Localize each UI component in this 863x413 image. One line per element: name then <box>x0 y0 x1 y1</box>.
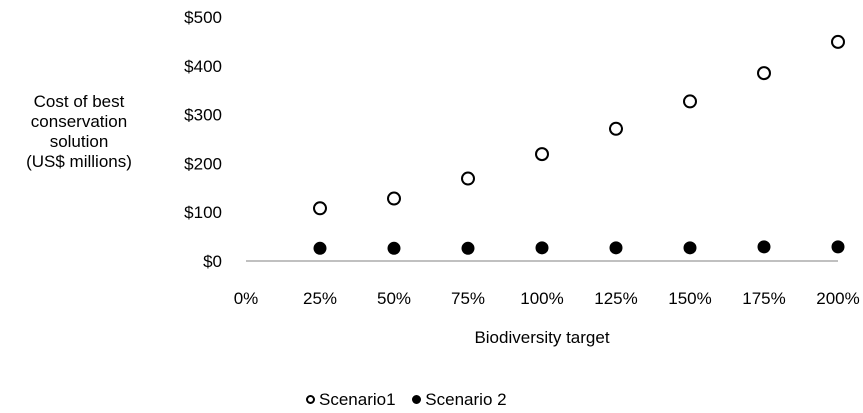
scenario2-point <box>535 241 549 255</box>
data-points <box>313 34 845 255</box>
scenario1-point <box>387 191 401 206</box>
y-axis-label: Cost of best conservation solution (US$ … <box>26 92 132 171</box>
scenario1-point <box>535 147 549 162</box>
open-circle-marker-icon <box>306 395 315 404</box>
scenario2-point <box>609 241 623 255</box>
x-tick-label: 175% <box>742 289 785 308</box>
legend-label: Scenario 2 <box>425 389 507 409</box>
legend-label: Scenario1 <box>319 389 396 409</box>
scenario2-point <box>461 241 475 255</box>
y-tick-label: $400 <box>184 57 222 76</box>
x-tick-label: 150% <box>668 289 711 308</box>
legend: Scenario1 Scenario 2 <box>306 389 606 410</box>
x-tick-label: 125% <box>594 289 637 308</box>
x-tick-label: 50% <box>377 289 411 308</box>
y-axis-ticks: $0 $100 $200 $300 $400 $500 <box>184 8 222 271</box>
y-tick-label: $100 <box>184 203 222 222</box>
x-tick-label: 75% <box>451 289 485 308</box>
legend-item-scenario1: Scenario1 <box>306 390 396 410</box>
scenario1-point <box>683 94 697 109</box>
scenario1-point <box>831 34 845 49</box>
scenario1-point <box>757 66 771 81</box>
x-tick-label: 200% <box>816 289 859 308</box>
scenario1-point <box>313 201 327 216</box>
y-tick-label: $300 <box>184 106 222 125</box>
legend-item-scenario2: Scenario 2 <box>412 389 507 410</box>
scenario1-point <box>609 121 623 136</box>
x-axis-label: Biodiversity target <box>474 328 610 347</box>
scenario2-point <box>313 241 327 255</box>
scenario2-point <box>683 241 697 255</box>
x-tick-label: 25% <box>303 289 337 308</box>
x-tick-label: 100% <box>520 289 563 308</box>
y-tick-label: $0 <box>203 252 222 271</box>
x-axis-ticks: 0% 25% 50% 75% 100% 125% 150% 175% 200% <box>234 289 860 308</box>
scenario2-point <box>387 241 401 255</box>
y-tick-label: $200 <box>184 154 222 173</box>
scenario1-point <box>461 171 475 186</box>
filled-circle-marker-icon <box>412 395 422 404</box>
scenario2-point <box>831 240 845 254</box>
y-tick-label: $500 <box>184 8 222 27</box>
scenario2-point <box>757 240 771 254</box>
x-tick-label: 0% <box>234 289 259 308</box>
